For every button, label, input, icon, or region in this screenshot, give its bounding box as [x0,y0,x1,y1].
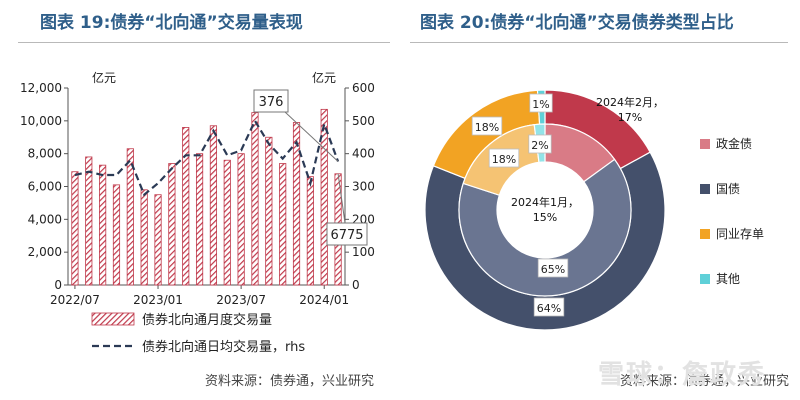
bar-monthly-volume [85,156,93,286]
annotation-label-6775: 6775 [330,228,363,243]
annotation-box-6775 [326,222,368,246]
annotation-label-376: 376 [259,95,284,110]
outer-label-ncd: 18% [475,121,499,134]
x-tick-label: 2023/01 [133,293,183,307]
right-y-tick-label: 400 [352,147,375,161]
annotation-leader-376 [284,111,339,162]
source-note-left: 资料来源：债券通，兴业研究 [205,374,375,389]
bar-monthly-volume [71,171,79,286]
left-y-tick-label: 6,000 [28,180,62,194]
donut-inner-slice-treasury-bonds [458,158,632,297]
bar-monthly-volume [209,125,218,286]
chart-title-left: 图表 19:债券“北向通”交易量表现 [40,13,303,33]
left-y-tick-label: 2,000 [28,245,62,259]
pie-legend-swatch-ncd [700,229,710,239]
left-y-tick-label: 12,000 [20,81,62,95]
pie-legend-label-policy-bank-bonds: 政金债 [716,136,752,151]
bar-monthly-volume [112,184,121,286]
chart-title-right: 图表 20:债券“北向通”交易债券类型占比 [420,13,734,33]
inner-label-ncd: 18% [492,153,516,166]
bar-monthly-volume [292,122,301,286]
legend-swatch-monthly-volume [91,312,135,326]
bar-monthly-volume [195,153,204,286]
outer-label-treasury-box [533,297,565,317]
inner-ring-policy-value: 15% [533,211,557,224]
left-y-tick-label: 0 [54,278,62,292]
outer-label-other-box [529,93,553,113]
bar-monthly-volume [306,176,314,286]
outer-label-other: 1% [532,98,549,111]
outer-ring-policy-value: 17% [618,111,642,124]
left-axis-unit: 亿元 [92,70,116,85]
x-tick-label: 2022/07 [50,293,100,307]
outer-label-ncd-box [471,116,503,136]
right-y-tick-label: 500 [352,114,375,128]
left-y-tick-label: 4,000 [28,212,62,226]
watermark: 雪球：詹政秀 [598,360,767,390]
bar-monthly-volume [99,164,107,286]
annotation-box-376 [253,89,289,113]
line-daily-average-volume [74,118,340,197]
title-divider-left [18,42,390,43]
bar-monthly-volume [168,163,176,286]
bar-monthly-volume [251,112,259,286]
inner-label-other: 2% [531,139,548,152]
bar-monthly-volume [126,148,134,286]
pie-legend-swatch-policy-bank-bonds [700,139,710,149]
bar-monthly-volume [320,108,328,286]
left-y-tick-label: 8,000 [28,147,62,161]
pie-legend-label-ncd: 同业存单 [716,227,764,241]
inner-label-other-box [528,134,552,154]
pie-legend-swatch-treasury-bonds [700,184,710,194]
annotation-leader-6775 [337,173,346,224]
pie-legend-swatch-other [700,274,710,284]
right-y-tick-label: 600 [352,81,375,95]
x-tick-label: 2023/07 [216,293,266,307]
pie-legend-label-other: 其他 [716,272,740,286]
bar-monthly-volume [154,194,162,286]
inner-label-treasury: 65% [541,263,565,276]
pie-legend-label-treasury-bonds: 国债 [716,182,740,196]
bar-monthly-volume [140,189,148,286]
title-divider-right [410,42,788,43]
inner-ring-label: 2024年1月， [511,195,579,209]
bar-monthly-volume [237,153,245,286]
bar-monthly-volume [265,136,273,286]
legend-label-daily-average: 债券北向通日均交易量，rhs [142,339,305,355]
inner-label-ncd-box [488,148,520,168]
right-y-tick-label: 0 [352,278,360,292]
right-y-tick-label: 300 [352,180,375,194]
left-y-tick-label: 10,000 [20,114,62,128]
legend-label-monthly-volume: 债券北向通月度交易量 [142,312,272,328]
bar-monthly-volume [223,159,231,286]
right-y-tick-label: 100 [352,245,375,259]
outer-ring-label: 2024年2月， [596,95,664,109]
bar-monthly-volume [182,127,190,286]
outer-label-treasury: 64% [537,302,561,315]
bar-monthly-volume [279,163,287,286]
inner-label-treasury-box [537,258,569,278]
right-axis-unit: 亿元 [312,70,336,85]
source-note-right: 资料来源：债券通，兴业研究 [620,374,790,389]
x-tick-label: 2024/01 [299,293,349,307]
